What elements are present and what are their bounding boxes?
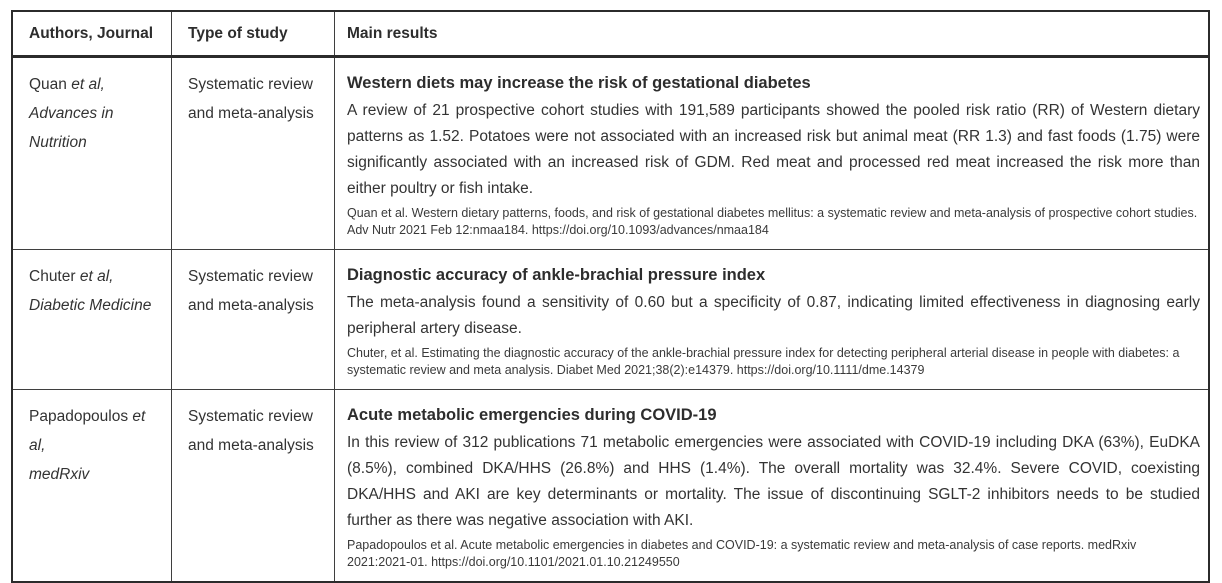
- journal-name: Advances in Nutrition: [29, 105, 114, 151]
- page: Authors, Journal Type of study Main resu…: [11, 10, 1210, 583]
- study-type-cell: Systematic review and meta-analysis: [172, 58, 335, 249]
- authors-journal-cell: Papadopoulos et al, medRxiv: [13, 390, 172, 581]
- journal-name: medRxiv: [29, 466, 90, 483]
- table-row: Chuter et al, Diabetic Medicine Systematic…: [13, 250, 1208, 390]
- studies-summary-table: Authors, Journal Type of study Main resu…: [11, 10, 1210, 583]
- journal-name: Diabetic Medicine: [29, 297, 152, 314]
- table-row: Quan et al, Advances in Nutrition Systemat…: [13, 58, 1208, 250]
- study-type-text: Systematic review and meta-analysis: [188, 76, 314, 122]
- result-body: In this review of 312 publications 71 me…: [347, 434, 1200, 529]
- main-results-cell: Diagnostic accuracy of ankle-brachial pr…: [335, 250, 1208, 389]
- result-body: A review of 21 prospective cohort studie…: [347, 102, 1200, 197]
- author-segment: et al,: [29, 408, 146, 454]
- author-segment: Papadopoulos: [29, 408, 133, 425]
- main-results-cell: Acute metabolic emergencies during COVID…: [335, 390, 1208, 581]
- result-title: Western diets may increase the risk of g…: [347, 74, 811, 92]
- author-segment: Quan: [29, 76, 72, 93]
- authors-journal-cell: Quan et al, Advances in Nutrition: [13, 58, 172, 249]
- table-header-row: Authors, Journal Type of study Main resu…: [13, 12, 1208, 58]
- author-segment: Chuter: [29, 268, 80, 285]
- table-row: Papadopoulos et al, medRxiv Systematic rev…: [13, 390, 1208, 581]
- study-type-text: Systematic review and meta-analysis: [188, 268, 314, 314]
- result-citation: Chuter, et al. Estimating the diagnostic…: [347, 346, 1180, 377]
- study-type-text: Systematic review and meta-analysis: [188, 408, 314, 454]
- result-body: The meta-analysis found a sensitivity of…: [347, 294, 1200, 337]
- author-segment: et al,: [79, 268, 114, 285]
- author-segment: et al,: [71, 76, 105, 93]
- authors-text: Quan et al,: [29, 70, 161, 99]
- header-type-of-study: Type of study: [172, 12, 335, 55]
- authors-text: Papadopoulos et al,: [29, 402, 161, 460]
- header-authors-journal: Authors, Journal: [13, 12, 172, 55]
- authors-text: Chuter et al,: [29, 262, 161, 291]
- result-title: Acute metabolic emergencies during COVID…: [347, 406, 717, 424]
- authors-journal-cell: Chuter et al, Diabetic Medicine: [13, 250, 172, 389]
- study-type-cell: Systematic review and meta-analysis: [172, 250, 335, 389]
- header-main-results: Main results: [347, 24, 438, 42]
- result-citation: Quan et al. Western dietary patterns, fo…: [347, 206, 1198, 237]
- result-citation: Papadopoulos et al. Acute metabolic emer…: [347, 538, 1137, 569]
- table-body: Quan et al, Advances in Nutrition Systemat…: [13, 58, 1208, 581]
- study-type-cell: Systematic review and meta-analysis: [172, 390, 335, 581]
- result-title: Diagnostic accuracy of ankle-brachial pr…: [347, 266, 766, 284]
- main-results-cell: Western diets may increase the risk of g…: [335, 58, 1208, 249]
